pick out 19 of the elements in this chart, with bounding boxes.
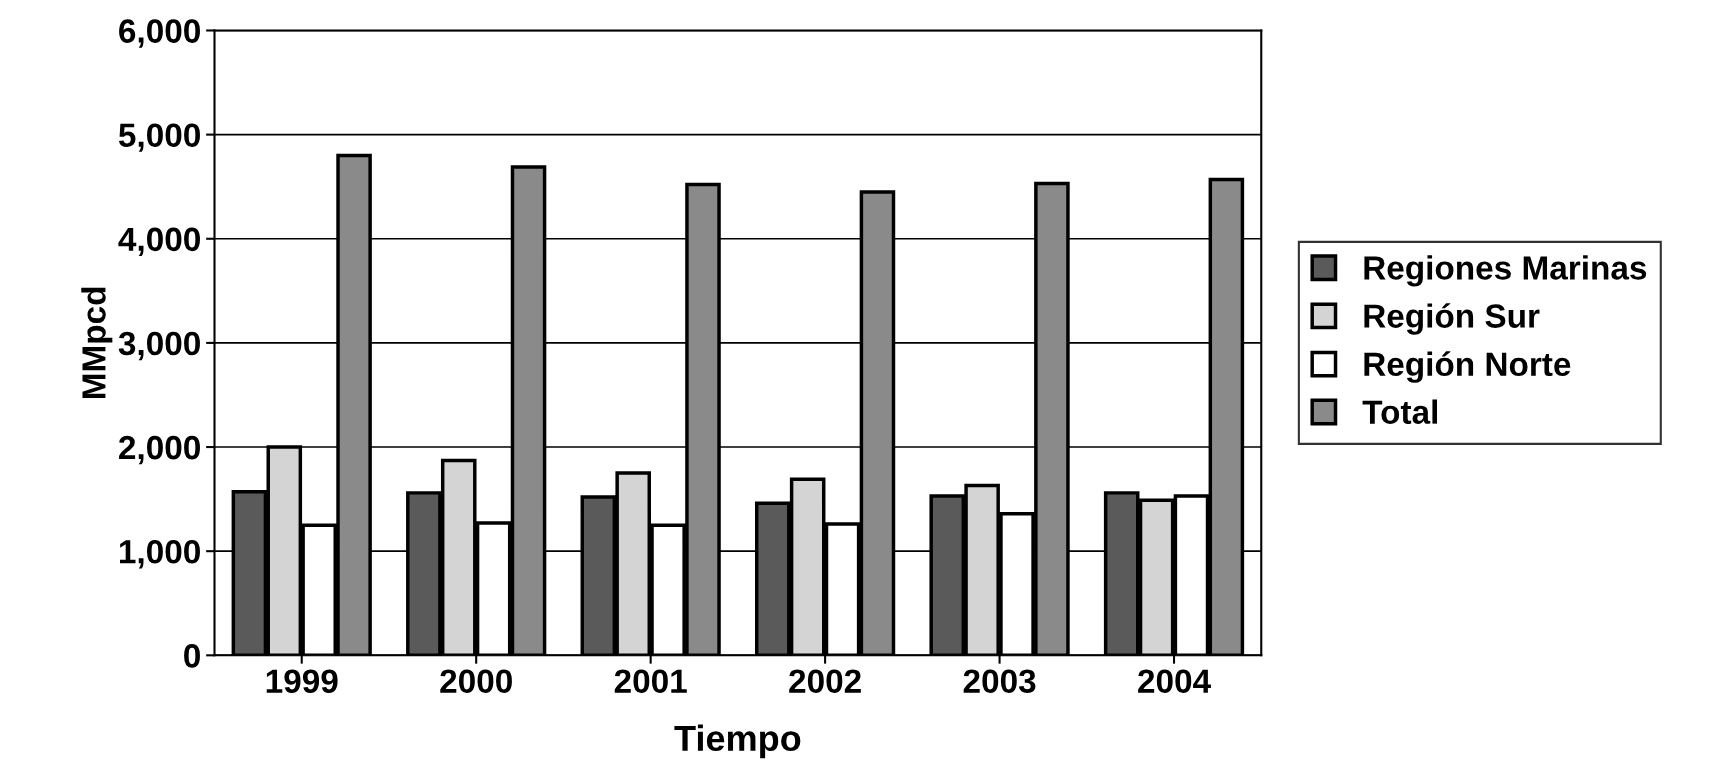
y-tick-label: 5,000 — [118, 123, 200, 152]
x-tick-label: 2001 — [614, 669, 687, 693]
x-tick-label: 2002 — [789, 669, 861, 693]
y-tick-label: 0 — [184, 644, 200, 668]
x-tick-label: 2004 — [1138, 669, 1211, 693]
y-tick-label: 1,000 — [120, 539, 200, 569]
x-tick-label: 1999 — [266, 669, 338, 693]
legend-label: Región Sur — [1364, 303, 1540, 335]
y-tick-label: 3,000 — [118, 331, 200, 361]
legend-label: Regiones Marinas — [1364, 255, 1647, 287]
x-axis-title: Tiempo — [674, 724, 801, 759]
y-axis-title: MMpcd — [81, 287, 113, 399]
x-tick-label: 2003 — [963, 669, 1036, 694]
y-tick-label: 4,000 — [118, 227, 200, 256]
y-tick-label: 6,000 — [119, 19, 200, 48]
legend-label: Región Norte — [1364, 351, 1571, 383]
x-tick-label: 2000 — [440, 669, 512, 693]
y-tick-label: 2,000 — [119, 435, 200, 465]
legend-label: Total — [1362, 399, 1437, 424]
